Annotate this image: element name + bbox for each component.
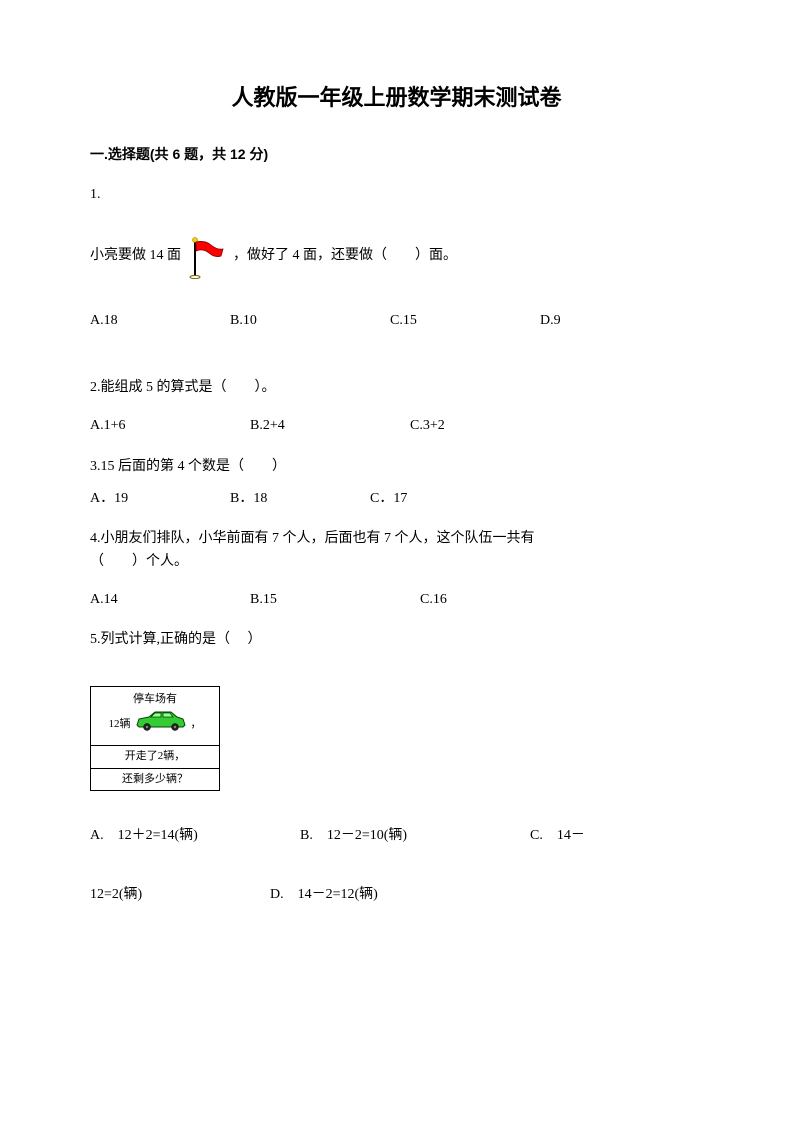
q5-diagram-box: 停车场有 12辆 ， 开走了2辆， 还剩多少辆？ [90, 686, 220, 791]
q5-box-line4: 还剩多少辆？ [91, 768, 219, 791]
q4-optB: B.15 [250, 589, 420, 611]
q3-optA: A．19 [90, 488, 230, 510]
flag-icon [185, 236, 229, 288]
q2-optB: B.2+4 [250, 415, 410, 437]
q5-box-line3: 开走了2辆， [91, 745, 219, 768]
q3-options: A．19 B．18 C．17 [90, 488, 703, 510]
q5-box-line2b: ， [191, 716, 202, 734]
q3-optC: C．17 [370, 488, 407, 510]
q1-text: 小亮要做 14 面 ，做好了 4 面，还要做（ ）面。 [90, 230, 703, 282]
q5-box-line2a: 12辆 [109, 716, 131, 734]
q4-options: A.14 B.15 C.16 [90, 589, 703, 611]
q1-number: 1. [90, 184, 703, 206]
q4-optC: C.16 [420, 589, 447, 611]
q1-options: A.18 B.10 C.15 D.9 [90, 310, 703, 332]
q5-optC2: 12=2(辆) [90, 884, 270, 906]
car-icon [133, 709, 189, 740]
q5-optD: D. 14－2=12(辆) [270, 884, 378, 906]
q1-optC: C.15 [390, 310, 540, 332]
q4-optA: A.14 [90, 589, 250, 611]
q5-optA: A. 12＋2=14(辆) [90, 825, 300, 847]
q5-optB: B. 12－2=10(辆) [300, 825, 530, 847]
q5-options: A. 12＋2=14(辆) B. 12－2=10(辆) C. 14－ 12=2(… [90, 825, 703, 906]
q5-text: 5.列式计算,正确的是（ ） [90, 629, 703, 651]
q5-box-line1: 停车场有 [133, 691, 177, 709]
q2-optA: A.1+6 [90, 415, 250, 437]
q1-optA: A.18 [90, 310, 230, 332]
q2-text: 2.能组成 5 的算式是（ ）。 [90, 377, 703, 399]
q5-optC: C. 14－ [530, 825, 585, 847]
q1-part2: ，做好了 4 面，还要做（ ）面。 [233, 245, 457, 267]
q3-optB: B．18 [230, 488, 370, 510]
q4-text-line1: 4.小朋友们排队，小华前面有 7 个人，后面也有 7 个人，这个队伍一共有 [90, 528, 703, 550]
q1-optB: B.10 [230, 310, 390, 332]
q4-text-line2: （ ）个人。 [90, 551, 703, 573]
q3-text: 3.15 后面的第 4 个数是（ ） [90, 456, 703, 478]
q1-part1: 小亮要做 14 面 [90, 245, 181, 267]
q2-options: A.1+6 B.2+4 C.3+2 [90, 415, 703, 437]
q1-optD: D.9 [540, 310, 561, 332]
q2-optC: C.3+2 [410, 415, 445, 437]
section-header: 一.选择题(共 6 题，共 12 分) [90, 143, 703, 165]
page-title: 人教版一年级上册数学期末测试卷 [90, 80, 703, 115]
